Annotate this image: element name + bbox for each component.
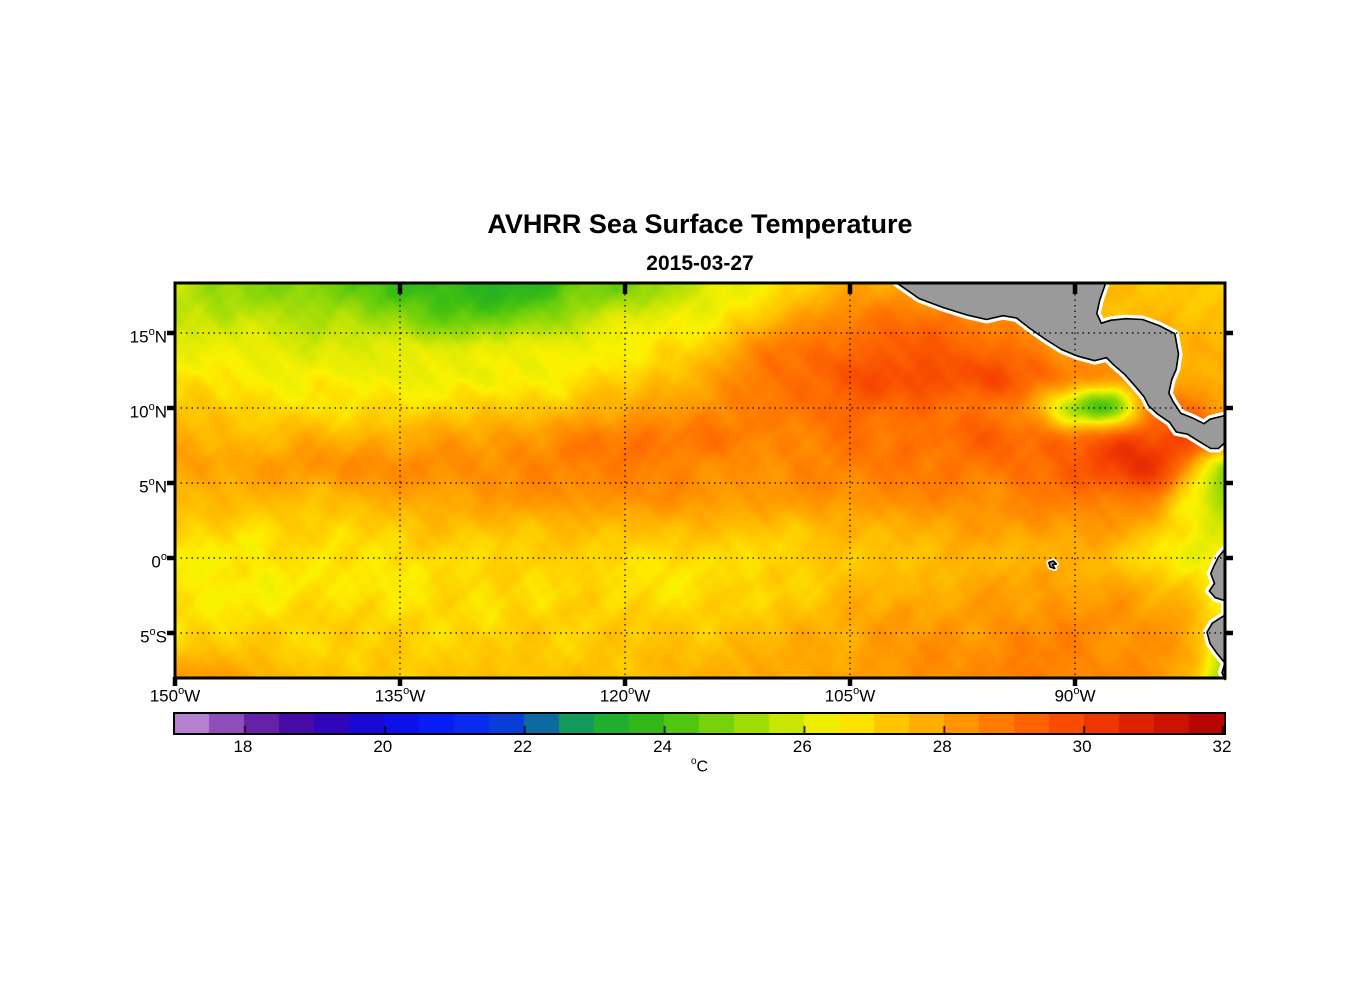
colorbar-tick-label: 20 [373,737,393,756]
x-tick-label: 120oW [599,685,651,706]
y-tick-label: 5oS [140,625,167,647]
colorbar-tick-label: 18 [233,737,253,756]
land-galapagos_islands [1048,560,1058,570]
colorbar-tick-label: 22 [513,737,533,756]
chart-title: AVHRR Sea Surface Temperature [487,209,913,239]
colorbar-canvas [175,714,1224,733]
colorbar [173,712,1226,735]
map-overlay [167,278,1233,686]
colorbar-unit-label: oC [690,756,709,776]
colorbar-tick-label: 30 [1072,737,1092,756]
y-tick-label: 10oN [129,400,167,422]
colorbar-tick-label: 28 [932,737,952,756]
y-tick-label: 5oN [139,475,167,497]
x-tick-label: 135oW [374,685,426,706]
colorbar-tick-label: 24 [653,737,672,756]
x-tick-label: 105oW [824,685,876,706]
y-tick-label: 15oN [129,325,167,347]
colorbar-tick-label: 32 [1212,737,1232,756]
chart-subtitle: 2015-03-27 [646,252,754,275]
map-plot-area [167,278,1233,686]
y-tick-label: 0o [151,550,167,572]
land-central_america [895,281,1226,450]
sst-heatmap-canvas [175,283,1225,678]
colorbar-tick-label: 26 [792,737,812,756]
axis-frame [173,281,1227,680]
x-tick-label: 150oW [149,685,201,706]
x-tick-label: 90oW [1054,685,1096,706]
